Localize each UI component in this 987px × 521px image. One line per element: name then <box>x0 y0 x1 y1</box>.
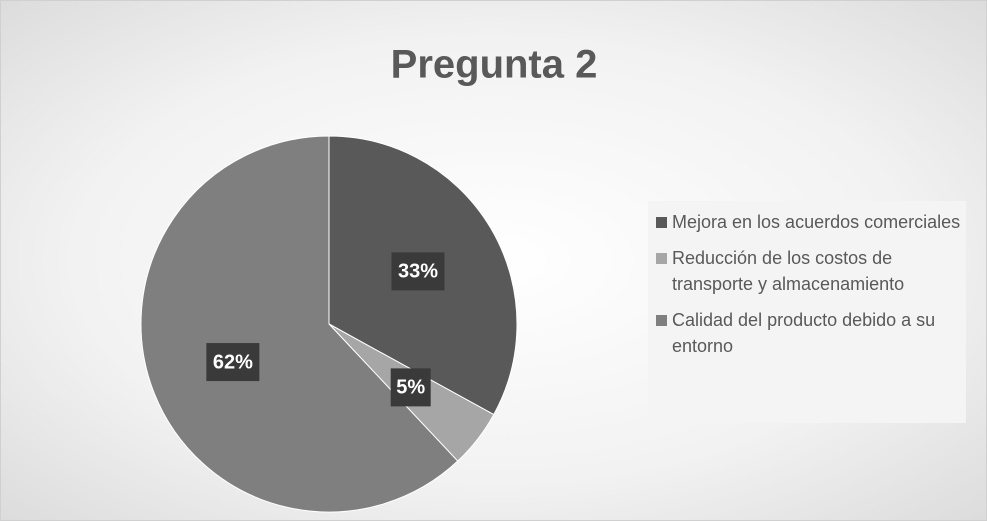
chart-title: Pregunta 2 <box>391 43 598 87</box>
legend-label: Calidad del producto debido a su entorno <box>672 310 936 356</box>
data-label: 62% <box>213 351 253 373</box>
data-label: 5% <box>396 377 425 399</box>
legend-label: Mejora en los acuerdos comerciales <box>672 212 961 232</box>
data-label-box <box>390 368 431 407</box>
legend-item: Reducción de los costos de transporte y … <box>656 245 962 297</box>
legend-item: Mejora en los acuerdos comerciales <box>656 209 962 235</box>
legend-label: Reducción de los costos de transporte y … <box>672 248 905 294</box>
legend-swatch <box>656 217 667 228</box>
data-label-box <box>206 343 260 382</box>
legend: Mejora en los acuerdos comerciales Reducc… <box>648 201 966 423</box>
legend-swatch <box>656 315 667 326</box>
data-label-box <box>391 252 445 291</box>
legend-item: Calidad del producto debido a su entorno <box>656 307 962 359</box>
legend-swatch <box>656 253 667 264</box>
pie-slice <box>140 135 459 513</box>
data-label: 33% <box>398 261 438 283</box>
